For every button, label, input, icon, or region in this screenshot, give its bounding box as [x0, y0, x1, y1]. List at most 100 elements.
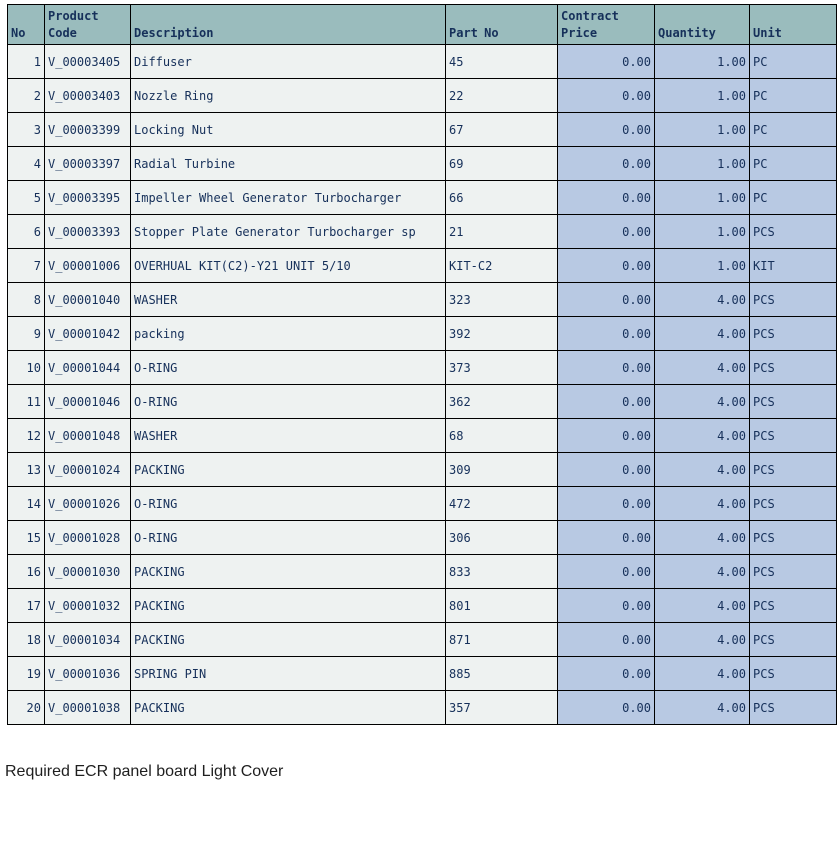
cell-price: 0.00	[557, 180, 655, 215]
cell-part: 885	[445, 656, 558, 691]
cell-no: 1	[7, 44, 45, 79]
cell-no: 15	[7, 520, 45, 555]
cell-part: KIT-C2	[445, 248, 558, 283]
table-row: 20 V_00001038 PACKING 357 0.00 4.00 PCS	[7, 690, 837, 725]
column-header-part-no: Part No	[445, 4, 558, 45]
cell-desc: Stopper Plate Generator Turbocharger sp	[130, 214, 446, 249]
note-required: Required ECR panel board Light Cover	[5, 763, 284, 780]
table-row: 16 V_00001030 PACKING 833 0.00 4.00 PCS	[7, 554, 837, 589]
cell-price: 0.00	[557, 350, 655, 385]
cell-code: V_00001030	[44, 554, 131, 589]
cell-code: V_00001038	[44, 690, 131, 725]
cell-desc: Impeller Wheel Generator Turbocharger	[130, 180, 446, 215]
cell-qty: 4.00	[654, 656, 750, 691]
cell-qty: 1.00	[654, 180, 750, 215]
cell-desc: O-RING	[130, 384, 446, 419]
cell-qty: 4.00	[654, 520, 750, 555]
cell-part: 801	[445, 588, 558, 623]
column-header-unit: Unit	[749, 4, 837, 45]
cell-price: 0.00	[557, 554, 655, 589]
cell-no: 14	[7, 486, 45, 521]
cell-price: 0.00	[557, 452, 655, 487]
cell-desc: O-RING	[130, 486, 446, 521]
cell-code: V_00001034	[44, 622, 131, 657]
cell-part: 323	[445, 282, 558, 317]
cell-part: 373	[445, 350, 558, 385]
parts-table-header: No Product Code Description Part No Cont…	[7, 4, 837, 45]
cell-price: 0.00	[557, 248, 655, 283]
cell-code: V_00003393	[44, 214, 131, 249]
cell-price: 0.00	[557, 44, 655, 79]
cell-desc: Radial Turbine	[130, 146, 446, 181]
cell-desc: Nozzle Ring	[130, 78, 446, 113]
cell-code: V_00001048	[44, 418, 131, 453]
cell-code: V_00001032	[44, 588, 131, 623]
cell-no: 20	[7, 690, 45, 725]
cell-code: V_00001024	[44, 452, 131, 487]
equipment-block: Auxiliary Engine Exhaust Gas Turbocharge…	[5, 837, 414, 846]
cell-part: 45	[445, 44, 558, 79]
cell-no: 12	[7, 418, 45, 453]
table-row: 11 V_00001046 O-RING 362 0.00 4.00 PCS	[7, 384, 837, 419]
cell-code: V_00001028	[44, 520, 131, 555]
cell-qty: 1.00	[654, 146, 750, 181]
table-row: 10 V_00001044 O-RING 373 0.00 4.00 PCS	[7, 350, 837, 385]
parts-table: No Product Code Description Part No Cont…	[7, 4, 837, 725]
cell-part: 357	[445, 690, 558, 725]
cell-qty: 4.00	[654, 350, 750, 385]
cell-code: V_00001026	[44, 486, 131, 521]
cell-price: 0.00	[557, 112, 655, 147]
cell-unit: PCS	[749, 418, 837, 453]
table-row: 19 V_00001036 SPRING PIN 885 0.00 4.00 PCS	[7, 656, 837, 691]
cell-desc: PACKING	[130, 452, 446, 487]
cell-part: 833	[445, 554, 558, 589]
cell-code: V_00001006	[44, 248, 131, 283]
cell-no: 8	[7, 282, 45, 317]
cell-part: 472	[445, 486, 558, 521]
cell-price: 0.00	[557, 282, 655, 317]
cell-unit: PCS	[749, 384, 837, 419]
cell-code: V_00003405	[44, 44, 131, 79]
cell-part: 69	[445, 146, 558, 181]
cell-unit: PCS	[749, 690, 837, 725]
cell-part: 22	[445, 78, 558, 113]
cell-no: 16	[7, 554, 45, 589]
cell-unit: PCS	[749, 350, 837, 385]
parts-table-body: 1 V_00003405 Diffuser 45 0.00 1.00 PC 2 V_000034…	[7, 44, 837, 725]
cell-desc: O-RING	[130, 350, 446, 385]
cell-qty: 4.00	[654, 486, 750, 521]
table-row: 2 V_00003403 Nozzle Ring 22 0.00 1.00 PC	[7, 78, 837, 113]
cell-qty: 4.00	[654, 554, 750, 589]
cell-code: V_00001036	[44, 656, 131, 691]
table-row: 15 V_00001028 O-RING 306 0.00 4.00 PCS	[7, 520, 837, 555]
cell-no: 9	[7, 316, 45, 351]
cell-desc: O-RING	[130, 520, 446, 555]
cell-price: 0.00	[557, 384, 655, 419]
cell-part: 21	[445, 214, 558, 249]
cell-price: 0.00	[557, 316, 655, 351]
cell-no: 5	[7, 180, 45, 215]
cell-qty: 4.00	[654, 418, 750, 453]
cell-no: 11	[7, 384, 45, 419]
cell-price: 0.00	[557, 418, 655, 453]
column-header-product-code: Product Code	[44, 4, 131, 45]
table-row: 17 V_00001032 PACKING 801 0.00 4.00 PCS	[7, 588, 837, 623]
cell-qty: 4.00	[654, 384, 750, 419]
table-row: 18 V_00001034 PACKING 871 0.00 4.00 PCS	[7, 622, 837, 657]
cell-code: V_00003395	[44, 180, 131, 215]
cell-no: 10	[7, 350, 45, 385]
column-header-no: No	[7, 4, 45, 45]
cell-desc: PACKING	[130, 554, 446, 589]
cell-part: 68	[445, 418, 558, 453]
cell-unit: PCS	[749, 316, 837, 351]
cell-unit: PCS	[749, 588, 837, 623]
cell-no: 17	[7, 588, 45, 623]
cell-unit: PCS	[749, 486, 837, 521]
cell-price: 0.00	[557, 588, 655, 623]
table-row: 3 V_00003399 Locking Nut 67 0.00 1.00 PC	[7, 112, 837, 147]
cell-unit: PC	[749, 146, 837, 181]
cell-desc: packing	[130, 316, 446, 351]
cell-unit: PCS	[749, 554, 837, 589]
cell-unit: PC	[749, 180, 837, 215]
